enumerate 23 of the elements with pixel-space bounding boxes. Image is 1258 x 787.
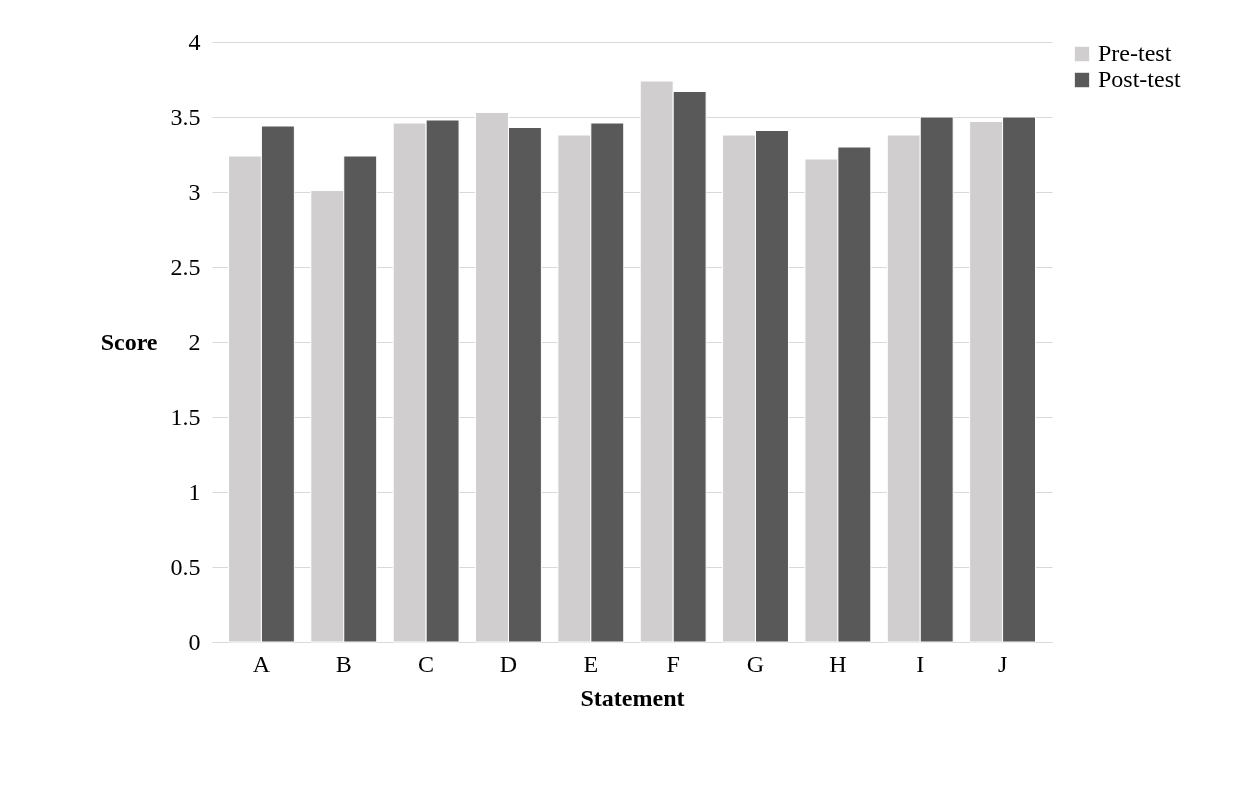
x-tick-label: A: [252, 650, 271, 677]
x-tick-label: J: [997, 650, 1008, 677]
legend-label: Pre-test: [1098, 40, 1172, 66]
x-tick-label: H: [829, 650, 847, 677]
y-tick-label: 1: [188, 478, 201, 505]
y-tick-label: 4: [188, 28, 201, 55]
y-tick-label: 3: [188, 178, 201, 205]
x-tick-label: E: [583, 650, 599, 677]
y-tick-label: 2.5: [170, 253, 201, 280]
legend-label: Post-test: [1098, 66, 1182, 92]
x-tick-label: C: [418, 650, 435, 677]
x-tick-label: G: [746, 650, 765, 677]
x-tick-label: D: [499, 650, 518, 677]
x-tick-label: I: [916, 650, 925, 677]
x-tick-label: B: [335, 650, 352, 677]
y-tick-label: 0: [188, 628, 201, 655]
y-tick-label: 0.5: [170, 553, 201, 580]
y-axis-title: Score: [100, 328, 158, 355]
x-axis-title: Statement: [580, 684, 685, 711]
y-tick-label: 1.5: [170, 403, 201, 430]
y-tick-label: 2: [188, 328, 201, 355]
x-tick-label: F: [666, 650, 680, 677]
y-tick-label: 3.5: [170, 103, 201, 130]
